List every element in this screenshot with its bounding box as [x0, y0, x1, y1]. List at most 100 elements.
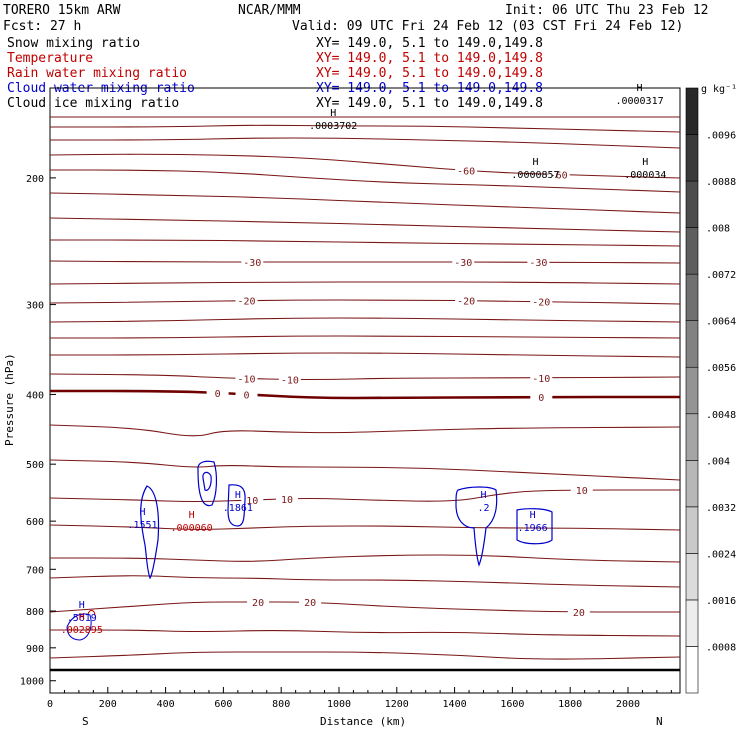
isotherm-label: 0	[538, 393, 544, 404]
isotherm-label-bg	[235, 388, 258, 400]
isotherm-label-bg	[241, 256, 264, 267]
isotherm-label: -60	[457, 167, 475, 178]
maximum-h-marker: H	[79, 612, 85, 623]
isotherm-line	[50, 554, 681, 563]
isotherm-label-bg	[452, 256, 475, 267]
maximum-h-marker: H	[79, 600, 85, 611]
isotherm-label: -10	[281, 376, 299, 387]
field-name: Cloud ice mixing ratio	[7, 96, 179, 111]
x-axis: 0 200 400 600 800 1000 1200 1400 1600 1800 2000	[47, 687, 672, 710]
cloud-water-contour	[140, 485, 160, 580]
isotherm-line	[49, 260, 681, 264]
rain-contour	[87, 609, 96, 617]
isotherm-line	[49, 217, 681, 233]
colorbar-swatch	[685, 646, 699, 694]
maximum-h-marker: H	[235, 490, 241, 501]
maximum-value: .000034	[624, 170, 666, 181]
isotherm-label: -30	[454, 258, 472, 269]
isotherm-line	[50, 629, 681, 637]
maximum-value: .1966	[518, 523, 548, 534]
isotherm-label: 0	[215, 389, 221, 400]
isotherm-label-bg	[455, 164, 478, 176]
isotherm-label-bg	[567, 606, 590, 617]
maximum-h-marker: H	[532, 157, 538, 168]
isotherm-label: -20	[457, 297, 475, 308]
field-name: Snow mixing ratio	[7, 36, 140, 51]
model-title: TORERO 15km ARW	[3, 3, 121, 18]
isotherm-label-bg	[241, 494, 264, 505]
isotherm-label: 10	[281, 495, 293, 506]
south-label: S	[82, 715, 89, 728]
colorbar-tick-label: .0064	[706, 317, 736, 328]
colorbar-tick-label: .0056	[706, 363, 736, 374]
isotherm-line	[49, 153, 681, 179]
cloud-water-contour	[455, 486, 498, 567]
isotherm-label-bg	[530, 391, 553, 402]
temperature-isotherms: -60 -60 -30 -30 -30 -20 -20 -20 -10 -10 -10 0 0 0 10 10…	[49, 116, 681, 660]
isotherm-label: -10	[237, 375, 255, 386]
colorbar-swatch	[685, 320, 699, 368]
colorbar-tick-label: .0024	[706, 549, 736, 560]
isotherm-label: 10	[246, 496, 258, 507]
maximum-value: .5619	[67, 613, 97, 624]
colorbar-unit: g kg⁻¹	[701, 84, 737, 95]
y-tick-label: 800	[26, 607, 44, 618]
isotherm-line	[49, 317, 681, 323]
cloud-water-contour	[66, 613, 92, 641]
maximum-value: .2	[477, 503, 489, 514]
x-tick-label: 2000	[616, 699, 640, 710]
field-name: Temperature	[7, 51, 93, 66]
isotherm-label-bg	[527, 256, 550, 268]
isotherm-label-bg	[275, 492, 298, 504]
isotherm-label-bg	[570, 484, 593, 495]
isotherm-label-bg	[235, 372, 258, 384]
isotherm-label: 20	[573, 608, 585, 619]
y-tick-label: 200	[26, 174, 44, 185]
colorbar-tick-label: .0072	[706, 270, 736, 281]
isotherm-label-bg	[278, 373, 301, 385]
x-tick-label: 1600	[500, 699, 524, 710]
y-tick-label: 400	[26, 390, 44, 401]
isotherm-label: -20	[237, 297, 255, 308]
isotherm-line	[50, 169, 681, 193]
isotherm-label: -60	[550, 171, 568, 182]
colorbar-swatch	[685, 413, 699, 461]
y-axis-label: Pressure (hPa)	[3, 353, 16, 446]
maximum-value: .0000857	[511, 170, 559, 181]
colorbar: .0008 .0016 .0024 .0032 .004 .0048 .0056 .0064.…	[685, 87, 736, 694]
maximum-value: .000060	[171, 523, 213, 534]
isotherm-line	[49, 601, 680, 613]
colorbar-swatch	[685, 366, 699, 415]
cloud-water-contours	[66, 460, 553, 641]
isotherm-label: 20	[304, 598, 316, 609]
isotherm-line	[49, 524, 681, 531]
x-tick-label: 1200	[385, 699, 409, 710]
colorbar-tick-label: .0088	[706, 177, 736, 188]
field-xy: XY= 149.0, 5.1 to 149.0,149.8	[316, 66, 543, 81]
field-xy: XY= 149.0, 5.1 to 149.0,149.8	[316, 96, 543, 111]
isotherm-line	[50, 137, 681, 149]
colorbar-swatch	[685, 87, 699, 135]
maximum-value: .1551	[127, 520, 157, 531]
colorbar-tick-label: .0016	[706, 596, 736, 607]
maximum-h-marker: H	[480, 490, 486, 501]
isotherm-label-bg	[299, 596, 322, 607]
isotherm-line	[50, 352, 681, 358]
colorbar-tick-label: .008	[706, 224, 730, 235]
isotherm-label: 0	[243, 390, 249, 401]
colorbar-tick-label: .0096	[706, 131, 736, 142]
maximum-value: .0003702	[309, 121, 357, 132]
colorbar-swatch	[685, 134, 699, 182]
cloud-water-contour	[197, 460, 218, 507]
x-tick-label: 1400	[443, 699, 467, 710]
maximum-h-marker: H	[642, 157, 648, 168]
isotherm-line	[49, 281, 681, 285]
maximum-h-marker: H	[530, 510, 536, 521]
maximum-h-marker: H	[637, 83, 643, 94]
y-tick-label: 300	[26, 301, 44, 312]
colorbar-swatch	[685, 180, 699, 228]
maxima-labels: H.1551H.1861H.2H.1966H.5619H.000060H.002…	[61, 83, 667, 636]
x-tick-label: 600	[214, 699, 232, 710]
